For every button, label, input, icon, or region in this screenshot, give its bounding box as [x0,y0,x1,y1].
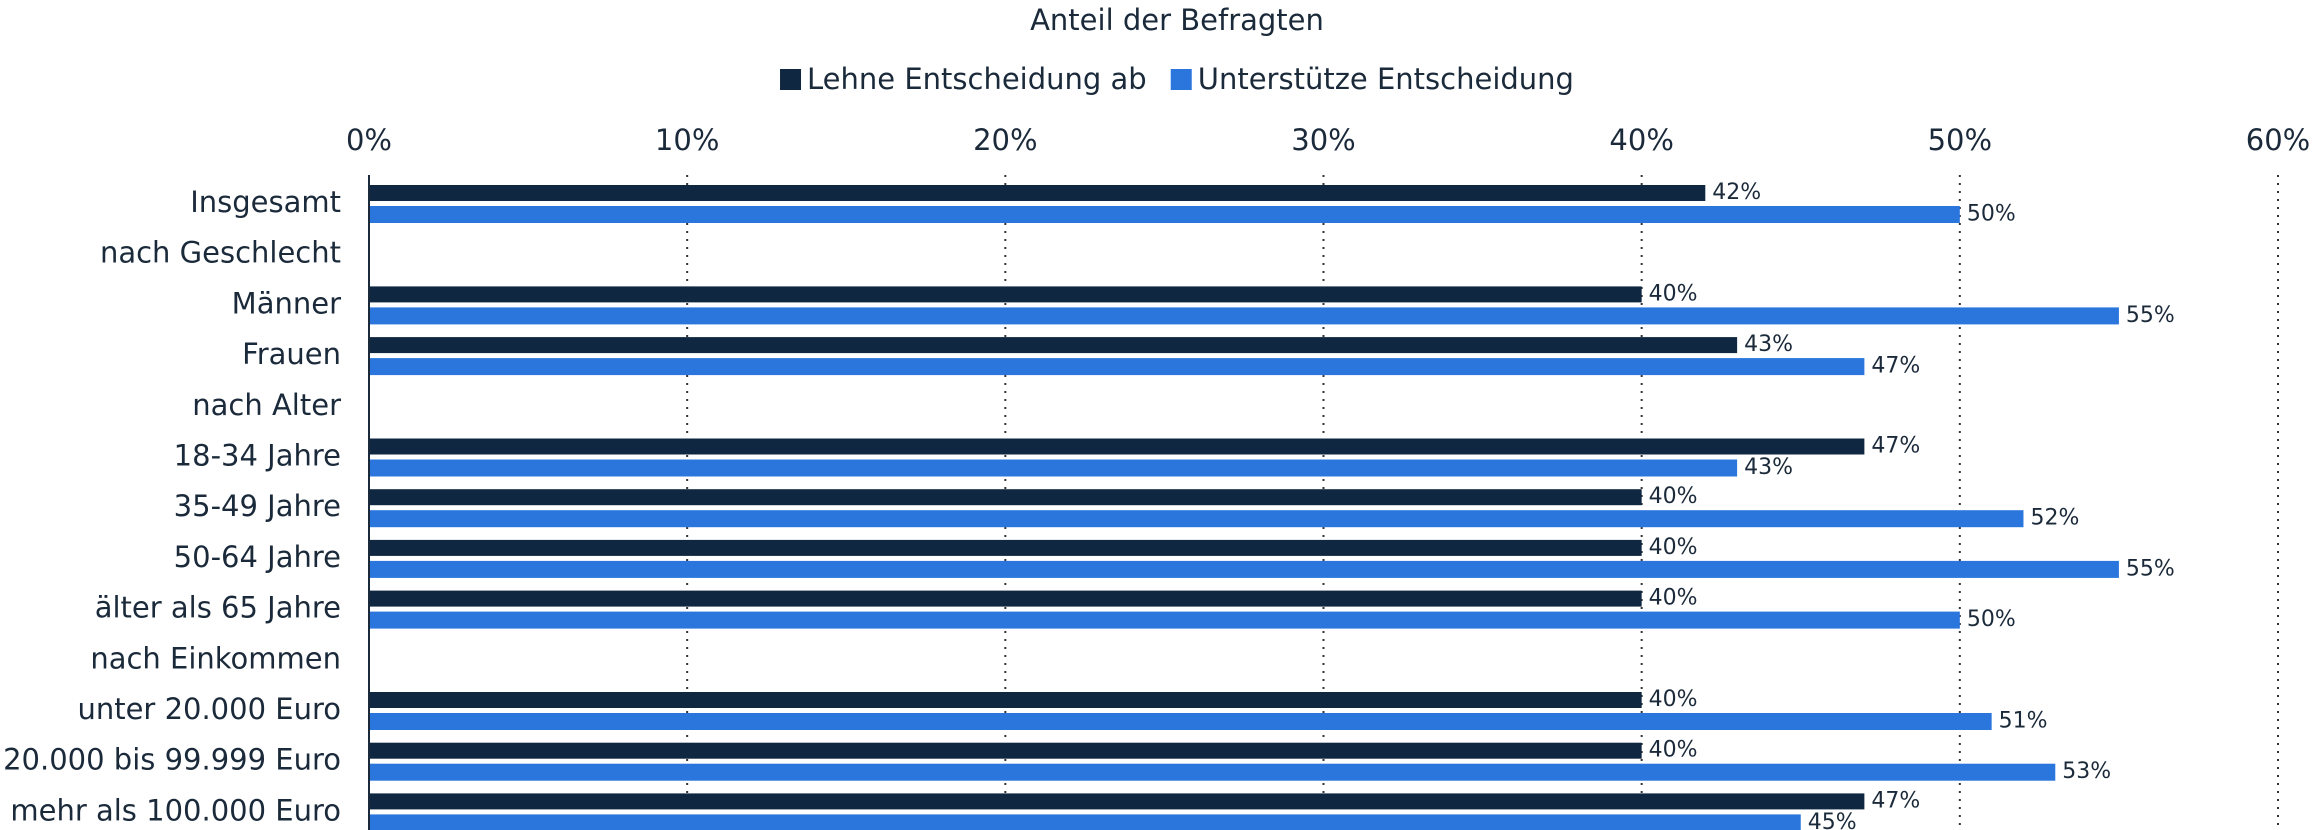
value-label: 50% [1967,607,2016,632]
legend-swatch [780,69,802,90]
value-label: 40% [1649,687,1698,712]
x-tick-label: 50% [1928,123,1992,157]
value-label: 50% [1967,202,2016,227]
bar [369,539,1642,556]
x-tick-label: 30% [1291,123,1355,157]
bar [369,742,1642,759]
legend-swatch [1170,69,1192,90]
bar [369,358,1865,376]
value-label: 53% [2062,759,2111,784]
value-label: 47% [1871,354,1920,379]
y-tick-label: Insgesamt [190,185,341,219]
y-tick-label: älter als 65 Jahre [95,591,341,625]
y-tick-label: Frauen [242,337,341,371]
x-tick-label: 60% [2246,123,2310,157]
value-label: 40% [1649,535,1698,560]
bar [369,459,1738,477]
bar [369,438,1865,455]
bar [369,510,2024,528]
bar [369,307,2119,325]
bar [369,590,1642,607]
y-tick-label: mehr als 100.000 Euro [10,793,341,827]
bar [369,286,1642,303]
y-tick-label: 50-64 Jahre [174,540,341,574]
value-label: 43% [1744,332,1793,357]
y-tick-label: Männer [232,286,341,320]
bar [369,206,1960,223]
x-tick-label: 40% [1609,123,1673,157]
value-label: 40% [1649,281,1698,306]
bar [369,337,1738,354]
y-tick-label: nach Geschlecht [100,236,341,270]
value-label: 40% [1649,484,1698,509]
y-tick-label: nach Einkommen [90,641,341,675]
value-label: 47% [1871,434,1920,459]
bar [369,793,1865,810]
bar [369,814,1801,830]
bar [369,692,1642,708]
value-label: 52% [2030,506,2079,531]
value-label: 55% [2126,303,2175,328]
y-tick-label: nach Alter [192,388,341,422]
bar [369,489,1642,506]
bar [369,763,2056,781]
y-tick-label: 18-34 Jahre [174,439,341,473]
bar [369,560,2119,578]
x-axis-title: Anteil der Befragten [1030,3,1324,37]
bar [369,611,1960,629]
value-label: 47% [1871,788,1920,813]
value-label: 45% [1808,810,1857,830]
value-label: 40% [1649,738,1698,763]
legend-label: Lehne Entscheidung ab [807,62,1147,96]
x-tick-label: 0% [346,123,392,157]
value-label: 55% [2126,556,2175,581]
y-tick-label: unter 20.000 Euro [77,692,341,726]
bar [369,713,1992,730]
x-tick-label: 10% [655,123,719,157]
value-label: 42% [1712,180,1761,205]
legend-label: Unterstütze Entscheidung [1198,62,1574,96]
x-tick-label: 20% [973,123,1037,157]
y-tick-label: 35-49 Jahre [174,489,341,523]
value-label: 51% [1999,709,2048,734]
value-label: 40% [1649,586,1698,611]
y-tick-label: 20.000 bis 99.999 Euro [3,743,341,777]
bar [369,185,1706,201]
value-label: 43% [1744,455,1793,480]
